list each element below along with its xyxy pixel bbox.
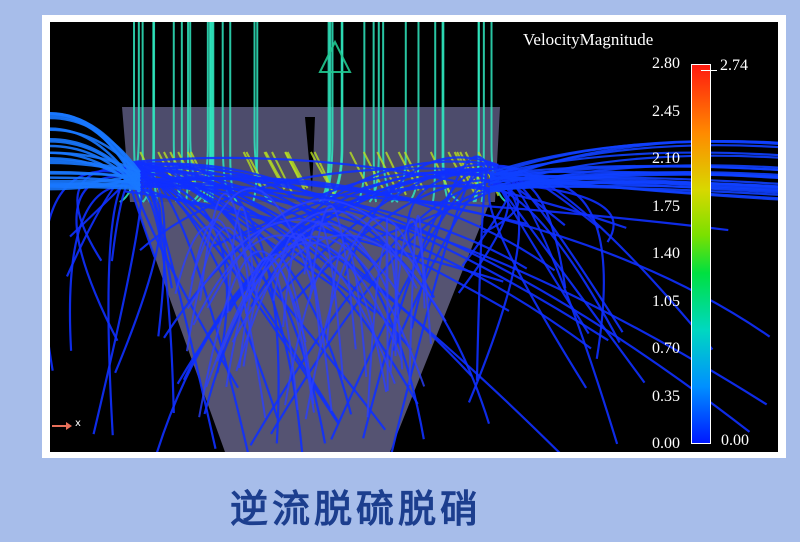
legend-min-value: 0.00	[721, 432, 749, 449]
legend-tick-label: 0.35	[652, 387, 680, 405]
center-spike	[305, 117, 315, 192]
legend-max-value: 2.74	[720, 57, 748, 74]
streamline	[92, 181, 143, 435]
streamline	[284, 255, 388, 406]
streamline	[50, 114, 142, 186]
streamline	[127, 170, 419, 405]
streamline	[489, 170, 778, 179]
streamline	[231, 234, 447, 343]
streamline	[489, 144, 778, 182]
streamline	[68, 184, 140, 351]
streamline	[107, 172, 143, 436]
legend-tick-label: 1.05	[652, 292, 680, 310]
streamline	[212, 170, 488, 248]
streamline	[235, 222, 388, 372]
streamline	[325, 242, 368, 378]
streamline	[190, 187, 315, 289]
legend-tick-label: 0.00	[652, 435, 680, 452]
streamline	[229, 22, 238, 203]
streamline	[330, 169, 485, 440]
streamline	[366, 243, 404, 418]
streamline	[206, 199, 421, 309]
axis-indicator	[52, 420, 76, 432]
streamline	[205, 210, 418, 388]
streamline	[174, 225, 267, 419]
legend-tick-label: 1.75	[652, 197, 680, 215]
streamline	[489, 172, 778, 201]
legend-tick-label: 1.40	[652, 245, 680, 262]
legend-tick-label: 2.10	[652, 150, 680, 167]
streamline	[313, 151, 336, 197]
streamline	[192, 234, 396, 385]
streamline	[50, 140, 141, 188]
streamline	[124, 164, 249, 452]
streamline-plot	[50, 22, 778, 452]
streamline	[318, 39, 352, 73]
legend-tick-label: 2.45	[652, 102, 680, 120]
streamline	[114, 189, 162, 374]
streamline	[50, 170, 136, 371]
streamline	[127, 156, 627, 229]
streamline	[431, 22, 437, 203]
streamline	[372, 22, 378, 203]
cfd-streamline-visualization: VelocityMagnitude 2.80 2.45 2.10 1.75 1.40 1.…	[50, 22, 778, 452]
streamline	[271, 151, 293, 193]
axis-label: x	[75, 418, 81, 429]
streamline	[487, 184, 588, 389]
streamline	[143, 187, 364, 240]
streamline	[238, 256, 299, 411]
streamline	[362, 151, 385, 191]
streamline	[128, 176, 353, 415]
streamline	[75, 175, 131, 342]
streamline	[245, 151, 268, 188]
streamline	[132, 164, 280, 444]
streamline	[185, 226, 259, 352]
streamline	[135, 168, 166, 337]
legend-title: VelocityMagnitude	[523, 30, 654, 49]
streamline	[489, 164, 778, 177]
streamline	[389, 219, 432, 372]
streamline	[489, 151, 778, 177]
caption-title: 逆流脱硫脱硝	[229, 487, 482, 531]
streamline	[489, 170, 778, 191]
streamline	[143, 182, 729, 232]
streamline	[489, 172, 778, 192]
streamline	[50, 181, 141, 186]
legend-tick-label: 0.70	[652, 340, 680, 357]
legend-tick-label: 2.80	[652, 55, 680, 72]
streamline	[137, 173, 387, 431]
max-marker	[701, 70, 717, 71]
streamline	[198, 250, 307, 418]
color-bar	[691, 64, 711, 444]
streamline	[50, 151, 141, 174]
streamline	[284, 151, 307, 193]
